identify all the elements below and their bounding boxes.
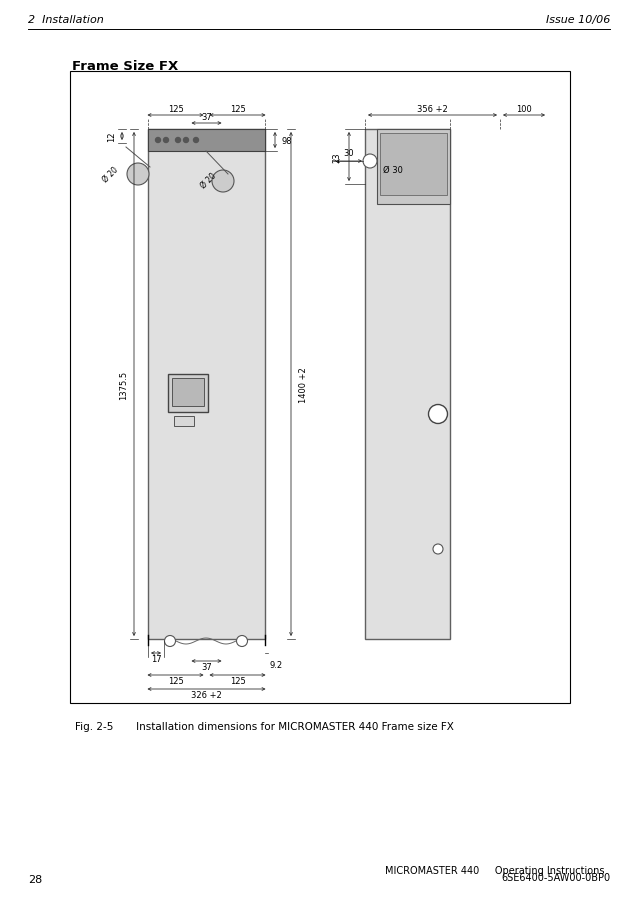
Circle shape	[175, 138, 181, 143]
Text: 98: 98	[281, 136, 292, 145]
Text: Ø 20: Ø 20	[101, 165, 119, 184]
Text: 6SE6400-5AW00-0BP0: 6SE6400-5AW00-0BP0	[501, 872, 610, 882]
Text: 125: 125	[230, 106, 246, 115]
Text: 2  Installation: 2 Installation	[28, 15, 104, 25]
Text: 100: 100	[516, 106, 532, 115]
Bar	[70, 72, 570, 704]
Text: 1375.5: 1375.5	[119, 370, 128, 399]
Text: 125: 125	[168, 106, 183, 115]
Text: 37: 37	[201, 663, 212, 672]
Text: Ø 20: Ø 20	[198, 170, 218, 189]
Bar	[380, 133, 447, 196]
Text: MICROMASTER 440     Operating Instructions: MICROMASTER 440 Operating Instructions	[385, 865, 604, 875]
Text: 28: 28	[28, 874, 42, 884]
Text: 17: 17	[151, 655, 161, 664]
Bar	[174, 417, 194, 427]
Circle shape	[163, 138, 168, 143]
Circle shape	[212, 170, 234, 193]
Text: Issue 10/06: Issue 10/06	[545, 15, 610, 25]
Circle shape	[165, 636, 175, 647]
Text: 125: 125	[168, 676, 183, 686]
Text: 23: 23	[332, 152, 341, 162]
Bar	[172, 379, 204, 407]
Bar	[377, 130, 450, 205]
Text: Ø 30: Ø 30	[383, 165, 403, 174]
Circle shape	[237, 636, 248, 647]
Circle shape	[433, 545, 443, 555]
Text: 9.2: 9.2	[269, 661, 282, 670]
Circle shape	[184, 138, 188, 143]
Text: Frame Size FX: Frame Size FX	[72, 60, 178, 73]
Text: 37: 37	[201, 114, 212, 123]
Text: 326 +2: 326 +2	[191, 691, 222, 700]
Bar	[365, 130, 450, 640]
Text: 125: 125	[230, 676, 246, 686]
Bar	[148, 130, 265, 152]
Bar	[148, 130, 265, 640]
Text: 1400 +2: 1400 +2	[299, 367, 308, 402]
Text: 30: 30	[344, 150, 354, 159]
Text: 12: 12	[107, 132, 117, 143]
Text: 356 +2: 356 +2	[417, 106, 448, 115]
Bar	[168, 374, 208, 412]
Circle shape	[363, 155, 377, 169]
Circle shape	[127, 164, 149, 186]
Circle shape	[429, 405, 447, 424]
Circle shape	[193, 138, 198, 143]
Text: Fig. 2-5       Installation dimensions for MICROMASTER 440 Frame size FX: Fig. 2-5 Installation dimensions for MIC…	[75, 722, 454, 732]
Circle shape	[156, 138, 161, 143]
